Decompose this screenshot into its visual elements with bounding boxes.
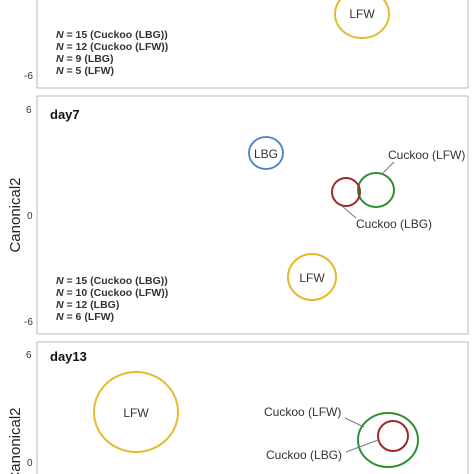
y-axis-label: Canonical2 — [7, 177, 24, 252]
panel-day13-cuckoo-lbg-ellipse — [377, 420, 409, 452]
panel-day7: day7 6 0 -6 LBG Cuckoo (LFW) Cuckoo (LBG… — [24, 95, 469, 335]
panel-day13-cuckoo-lfw-leader — [344, 417, 365, 428]
panel-day13-cuckoo-lbg-leader — [345, 439, 379, 453]
panel-top-lfw-ellipse — [334, 0, 390, 39]
panel-top-lfw-label: LFW — [349, 7, 375, 21]
panel-day13-ylabel: Canonical2 — [7, 407, 24, 474]
panel-top: -6 g LFW N = 15 (Cuckoo (LBG)) N = 12 (C… — [24, 0, 469, 89]
panel-day7-n-line-3: N = 12 (LBG) — [56, 299, 119, 311]
panel-day7-cuckoo-lbg-label: Cuckoo (LBG) — [356, 217, 432, 231]
panel-day7-cuckoo-lbg-leader — [341, 205, 357, 219]
panel-day13-cuckoo-lfw-label: Cuckoo (LFW) — [264, 405, 341, 419]
panel-day13: day13 6 0 Canonical2 LFW Cuckoo (LFW) Cu… — [7, 341, 469, 474]
panel-day13-frame — [36, 341, 469, 474]
panel-day7-cuckoo-lfw-leader — [381, 161, 395, 175]
panel-day13-cuckoo-lfw-ellipse — [357, 412, 419, 468]
panel-day7-title: day7 — [50, 107, 80, 122]
panel-day7-cuckoo-lfw-label: Cuckoo (LFW) — [388, 148, 465, 162]
panel-top-n-line-4: N = 5 (LFW) — [56, 65, 114, 77]
panel-top-n-line-2: N = 12 (Cuckoo (LFW)) — [56, 41, 168, 53]
panel-top-tick-neg6: -6 — [24, 71, 33, 82]
panel-day13-tick-6: 6 — [26, 350, 32, 361]
panel-day7-tick-0: 0 — [27, 211, 33, 222]
panel-top-n-line-3: N = 9 (LBG) — [56, 53, 113, 65]
panel-day7-n-line-4: N = 6 (LFW) — [56, 311, 114, 323]
panel-day7-cuckoo-lfw-ellipse — [357, 172, 395, 208]
panel-day7-lfw-ellipse — [287, 253, 337, 301]
panel-day7-tick-neg6: -6 — [24, 317, 33, 328]
panel-day7-lbg-ellipse — [248, 136, 284, 170]
panel-day13-lfw-label: LFW — [123, 406, 149, 420]
panel-day7-lfw-label: LFW — [299, 271, 325, 285]
panel-top-n-legend: N = 15 (Cuckoo (LBG)) N = 12 (Cuckoo (LF… — [56, 29, 168, 77]
panel-day7-n-legend: N = 15 (Cuckoo (LBG)) N = 10 (Cuckoo (LF… — [56, 275, 168, 323]
panel-top-n-line-1: N = 15 (Cuckoo (LBG)) — [56, 29, 168, 41]
panel-day7-cuckoo-lbg-ellipse — [331, 177, 361, 207]
panel-day7-n-line-1: N = 15 (Cuckoo (LBG)) — [56, 275, 168, 287]
panel-day13-cuckoo-lbg-label: Cuckoo (LBG) — [266, 448, 342, 462]
panel-day7-lbg-label: LBG — [254, 147, 278, 161]
panel-day7-n-line-2: N = 10 (Cuckoo (LFW)) — [56, 287, 168, 299]
panel-day7-frame — [36, 95, 469, 335]
panel-day13-title: day13 — [50, 349, 87, 364]
panel-day13-lfw-ellipse — [93, 371, 179, 453]
panel-day7-tick-6: 6 — [26, 105, 32, 116]
panel-top-frame — [36, 0, 469, 89]
panel-day13-tick-0: 0 — [27, 458, 33, 469]
